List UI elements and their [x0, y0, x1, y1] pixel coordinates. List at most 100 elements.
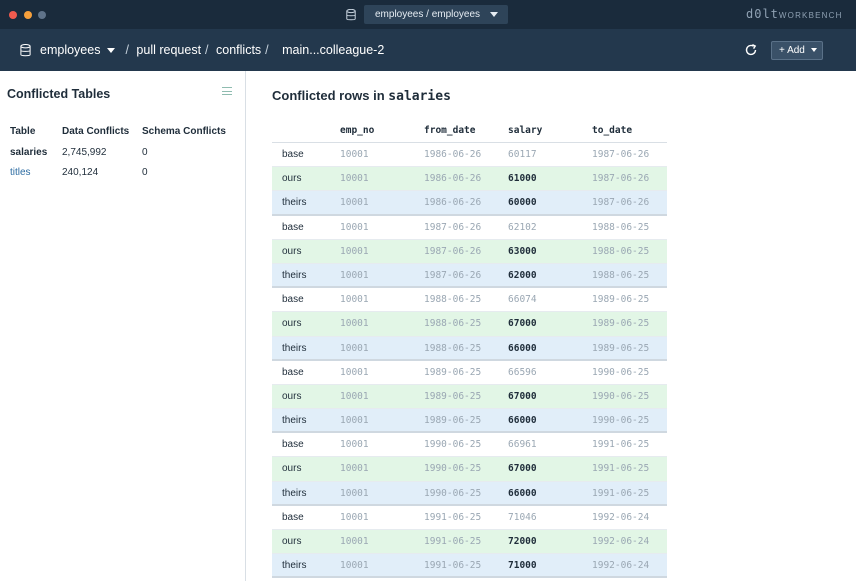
- cell-salary: 62000: [508, 269, 537, 281]
- table-row[interactable]: theirs 10001 1989-06-25 66000 1990-06-25: [272, 409, 667, 434]
- table-row[interactable]: ours 10001 1991-06-25 72000 1992-06-24: [272, 530, 667, 555]
- table-row[interactable]: theirs 10001 1987-06-26 62000 1988-06-25: [272, 263, 667, 289]
- row-kind-label: base: [282, 366, 304, 378]
- row-kind-label: theirs: [282, 560, 307, 572]
- breadcrumb-branch: main...colleague-2: [282, 43, 385, 57]
- cell-from-date: 1989-06-25: [424, 390, 482, 402]
- table-row[interactable]: base 10001 1991-06-25 71046 1992-06-24: [272, 505, 667, 530]
- cell-from-date: 1986-06-26: [424, 197, 482, 209]
- row-kind-label: ours: [282, 245, 302, 257]
- page-title-table: salaries: [388, 89, 451, 104]
- conflicts-grid: emp_no from_date salary to_date base 1000…: [272, 119, 667, 579]
- refresh-icon[interactable]: [744, 43, 758, 57]
- cell-salary: 71000: [508, 560, 537, 572]
- cell-salary: 72000: [508, 536, 537, 547]
- cell-from-date: 1990-06-25: [424, 487, 482, 499]
- row-kind-label: base: [282, 439, 304, 451]
- column-header-salary: salary: [508, 125, 543, 136]
- cell-from-date: 1991-06-25: [424, 536, 482, 547]
- cell-emp-no: 10001: [340, 269, 369, 281]
- table-row[interactable]: theirs 10001 1990-06-25 66000 1991-06-25: [272, 481, 667, 506]
- table-row[interactable]: theirs 10001 1986-06-26 60000 1987-06-26: [272, 191, 667, 216]
- table-row[interactable]: base 10001 1990-06-25 66961 1991-06-25: [272, 433, 667, 458]
- row-kind-label: theirs: [282, 269, 307, 281]
- data-conflicts-count: 240,124: [62, 167, 99, 178]
- page-title: Conflicted rows in salaries: [272, 88, 451, 104]
- connection-select[interactable]: employees / employees: [364, 5, 508, 24]
- panel-title: Conflicted Tables: [7, 87, 111, 101]
- breadcrumb-conflicts[interactable]: conflicts: [216, 43, 262, 57]
- maximize-window-button[interactable]: [38, 11, 46, 19]
- cell-to-date: 1990-06-25: [592, 390, 650, 402]
- connection-select-label: employees / employees: [375, 9, 481, 20]
- cell-salary: 66961: [508, 439, 537, 451]
- row-kind-label: base: [282, 221, 304, 233]
- row-kind-label: base: [282, 294, 304, 306]
- row-kind-label: ours: [282, 318, 302, 330]
- minimize-window-button[interactable]: [24, 11, 32, 19]
- cell-to-date: 1989-06-25: [592, 342, 650, 354]
- cell-to-date: 1987-06-26: [592, 197, 650, 209]
- table-row[interactable]: theirs 10001 1988-06-25 66000 1989-06-25: [272, 336, 667, 361]
- row-kind-label: ours: [282, 463, 302, 475]
- cell-to-date: 1991-06-25: [592, 439, 650, 451]
- cell-emp-no: 10001: [340, 439, 369, 451]
- row-kind-label: theirs: [282, 342, 307, 354]
- cell-emp-no: 10001: [340, 536, 369, 547]
- workbench-logo: d0ltWORKBENCH: [746, 7, 843, 21]
- add-button[interactable]: + Add: [771, 41, 823, 60]
- breadcrumb-database[interactable]: employees: [40, 43, 101, 57]
- row-kind-label: theirs: [282, 415, 307, 427]
- cell-emp-no: 10001: [340, 197, 369, 209]
- table-row[interactable]: theirs 10001 1991-06-25 71000 1992-06-24: [272, 554, 667, 579]
- table-row[interactable]: ours 10001 1988-06-25 67000 1989-06-25: [272, 312, 667, 337]
- table-row[interactable]: ours 10001 1987-06-26 63000 1988-06-25: [272, 239, 667, 264]
- column-header-to-date: to_date: [592, 125, 633, 136]
- cell-to-date: 1988-06-25: [592, 269, 650, 281]
- chevron-down-icon[interactable]: [107, 47, 116, 53]
- cell-salary: 66000: [508, 342, 537, 354]
- cell-to-date: 1991-06-25: [592, 463, 650, 475]
- close-window-button[interactable]: [9, 11, 17, 19]
- brand-sub: WORKBENCH: [778, 11, 843, 20]
- cell-salary: 66000: [508, 415, 537, 427]
- column-header-emp-no: emp_no: [340, 125, 375, 136]
- column-header-from-date: from_date: [424, 125, 476, 136]
- brand-main: d0lt: [746, 7, 779, 21]
- table-row[interactable]: base 10001 1986-06-26 60117 1987-06-26: [272, 143, 667, 168]
- breadcrumb: employees / pull request / conflicts / main…: [40, 43, 385, 57]
- chevron-down-icon: [811, 48, 817, 52]
- cell-from-date: 1987-06-26: [424, 269, 482, 281]
- table-name[interactable]: salaries: [10, 146, 48, 158]
- table-row[interactable]: base 10001 1989-06-25 66596 1990-06-25: [272, 360, 667, 385]
- navbar: employees / pull request / conflicts / main…: [0, 29, 856, 71]
- cell-emp-no: 10001: [340, 221, 369, 233]
- cell-salary: 66000: [508, 487, 537, 499]
- cell-emp-no: 10001: [340, 560, 369, 572]
- menu-icon[interactable]: [222, 87, 232, 95]
- cell-from-date: 1989-06-25: [424, 415, 482, 427]
- cell-from-date: 1987-06-26: [424, 221, 482, 233]
- breadcrumb-pull-request[interactable]: pull request: [136, 43, 202, 57]
- cell-salary: 60117: [508, 149, 537, 160]
- cell-emp-no: 10001: [340, 245, 369, 257]
- table-name[interactable]: titles: [10, 167, 31, 178]
- add-button-label: + Add: [779, 45, 805, 56]
- cell-salary: 62102: [508, 221, 537, 233]
- cell-from-date: 1989-06-25: [424, 366, 482, 378]
- row-kind-label: base: [282, 511, 304, 523]
- chevron-down-icon: [490, 12, 498, 17]
- page-title-prefix: Conflicted rows in: [272, 88, 385, 103]
- table-row[interactable]: base 10001 1988-06-25 66074 1989-06-25: [272, 288, 667, 313]
- cell-emp-no: 10001: [340, 463, 369, 475]
- table-row[interactable]: ours 10001 1990-06-25 67000 1991-06-25: [272, 457, 667, 482]
- table-row[interactable]: ours 10001 1986-06-26 61000 1987-06-26: [272, 167, 667, 192]
- table-row[interactable]: base 10001 1987-06-26 62102 1988-06-25: [272, 215, 667, 240]
- cell-to-date: 1991-06-25: [592, 487, 650, 499]
- cell-emp-no: 10001: [340, 487, 369, 499]
- cell-emp-no: 10001: [340, 149, 369, 160]
- cell-from-date: 1990-06-25: [424, 439, 482, 451]
- cell-emp-no: 10001: [340, 390, 369, 402]
- table-row[interactable]: ours 10001 1989-06-25 67000 1990-06-25: [272, 384, 667, 410]
- cell-salary: 63000: [508, 245, 537, 257]
